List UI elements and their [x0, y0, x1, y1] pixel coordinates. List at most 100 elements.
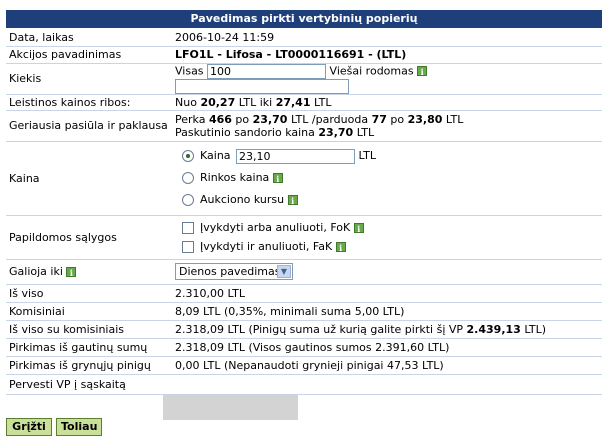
radio-limit-price[interactable] [182, 150, 194, 162]
row-transfer: Pervesti VP į sąskaitą [6, 374, 602, 395]
total-fee-text: 2.318,09 LTL (Pinigų suma už kurią galit… [175, 322, 464, 336]
qty-public-label: Viešai rodomas [329, 64, 414, 77]
row-best: Geriausia pasiūla ir paklausa Perka 466 … [6, 110, 602, 142]
limits-unit: LTL [238, 95, 257, 109]
valid-label: Galioja iki [9, 265, 63, 278]
row-from-cash: Pirkimas iš grynųjų pinigų 0,00 LTL (Nep… [6, 356, 602, 375]
info-icon[interactable]: i [353, 223, 364, 234]
row-valid: Galioja iki i Dienos pavedimas ▼ [6, 259, 602, 285]
cond-opt1-label: Įvykdyti arba anuliuoti, FoK [200, 221, 351, 234]
last-price-unit: LTL [356, 125, 375, 139]
qty-public-input[interactable] [175, 78, 349, 94]
qty-label: Kiekis [6, 63, 172, 95]
price-opt2-label: Rinkos kaina [200, 171, 270, 184]
qty-total-input[interactable] [207, 63, 327, 79]
best-sell-qty: 77 [371, 112, 387, 126]
from-received-value: 2.318,09 LTL (Visos gautinos sumos 2.391… [172, 338, 602, 357]
price-unit: LTL [358, 149, 376, 162]
back-button[interactable]: Grįžti [6, 418, 52, 436]
price-opt1-label: Kaina [200, 149, 231, 162]
last-price-value: 23,70 [318, 125, 354, 139]
valid-selected: Dienos pavedimas [179, 265, 281, 278]
radio-auction[interactable] [182, 194, 194, 206]
transfer-account-select[interactable] [163, 395, 298, 420]
valid-select[interactable]: Dienos pavedimas ▼ [175, 263, 293, 280]
transfer-label: Pervesti VP į sąskaitą [6, 374, 172, 395]
best-buy-price: 23,70 [252, 112, 288, 126]
row-conditions: Papildomos sąlygos Įvykdyti arba anuliuo… [6, 215, 602, 260]
cond-label: Papildomos sąlygos [6, 215, 172, 260]
from-cash-label: Pirkimas iš grynųjų pinigų [6, 356, 172, 375]
price-option-auction[interactable]: Aukciono kursu i [182, 189, 599, 211]
total-fee-max: 2.439,13 [466, 322, 521, 336]
row-price: Kaina Kaina LTL Rinkos kaina i Aukciono … [6, 141, 602, 216]
row-limits: Leistinos kainos ribos: Nuo 20,27 LTL ik… [6, 94, 602, 111]
price-option-limit[interactable]: Kaina LTL [182, 145, 599, 167]
qty-cell: Visas Viešai rodomas i [172, 63, 602, 95]
price-label: Kaina [6, 141, 172, 216]
cond-opt2-label: Įvykdyti ir anuliuoti, FaK [200, 240, 333, 253]
from-cash-value: 0,00 LTL (Nepanaudoti grynieji pinigai 4… [172, 356, 602, 375]
limits-prefix: Nuo [175, 95, 197, 109]
limits-value: Nuo 20,27 LTL iki 27,41 LTL [172, 94, 602, 111]
limits-max: 27,41 [275, 95, 311, 109]
limits-label: Leistinos kainos ribos: [6, 94, 172, 111]
best-po-2: po [390, 112, 405, 126]
next-button[interactable]: Toliau [56, 418, 102, 436]
checkbox-fak[interactable] [182, 241, 194, 253]
cond-option-fok[interactable]: Įvykdyti arba anuliuoti, FoK i [182, 218, 599, 237]
best-label: Geriausia pasiūla ir paklausa [6, 110, 172, 142]
date-value: 2006-10-24 11:59 [172, 29, 602, 47]
stock-label: Akcijos pavadinimas [6, 46, 172, 64]
info-icon[interactable]: i [272, 173, 283, 184]
info-icon[interactable]: i [66, 267, 77, 278]
row-from-received: Pirkimas iš gautinų sumų 2.318,09 LTL (V… [6, 338, 602, 357]
total-fee-unit: LTL) [524, 322, 547, 336]
valid-label-cell: Galioja iki i [6, 259, 172, 285]
price-option-market[interactable]: Rinkos kaina i [182, 167, 599, 189]
best-buy-text: Perka [175, 112, 206, 126]
price-opt3-label: Aukciono kursu [200, 193, 285, 206]
best-sell-price: 23,80 [407, 112, 443, 126]
row-qty: Kiekis Visas Viešai rodomas i [6, 63, 602, 95]
total-label: Iš viso [6, 284, 172, 303]
limits-min: 20,27 [200, 95, 236, 109]
transfer-cell [172, 374, 602, 395]
row-total-fee: Iš viso su komisiniais 2.318,09 LTL (Pin… [6, 320, 602, 339]
total-fee-label: Iš viso su komisiniais [6, 320, 172, 339]
valid-cell: Dienos pavedimas ▼ [172, 259, 602, 285]
limits-unit-2: LTL [313, 95, 332, 109]
fee-value: 8,09 LTL (0,35%, minimali suma 5,00 LTL) [172, 302, 602, 321]
page-title: Pavedimas pirkti vertybinių popierių [6, 10, 602, 28]
row-stock: Akcijos pavadinimas LFO1L - Lifosa - LT0… [6, 46, 602, 64]
info-icon[interactable]: i [335, 242, 346, 253]
best-unit: LTL [445, 112, 464, 126]
row-total: Iš viso 2.310,00 LTL [6, 284, 602, 303]
radio-market-price[interactable] [182, 172, 194, 184]
fee-label: Komisiniai [6, 302, 172, 321]
total-value: 2.310,00 LTL [172, 284, 602, 303]
stock-value: LFO1L - Lifosa - LT0000116691 - (LTL) [172, 46, 602, 64]
best-line-2: Paskutinio sandorio kaina 23,70 LTL [175, 126, 599, 139]
info-icon[interactable]: i [287, 195, 298, 206]
row-fee: Komisiniai 8,09 LTL (0,35%, minimali sum… [6, 302, 602, 321]
cond-option-fak[interactable]: Įvykdyti ir anuliuoti, FaK i [182, 237, 599, 256]
total-fee-value: 2.318,09 LTL (Pinigų suma už kurią galit… [172, 320, 602, 339]
row-date: Data, laikas 2006-10-24 11:59 [6, 29, 602, 47]
info-icon[interactable]: i [417, 66, 428, 77]
best-buy-qty: 466 [208, 112, 232, 126]
qty-total-label: Visas [175, 64, 204, 77]
best-sell-text: LTL /parduoda [290, 112, 369, 126]
chevron-down-icon[interactable]: ▼ [277, 265, 291, 278]
date-label: Data, laikas [6, 29, 172, 47]
best-value: Perka 466 po 23,70 LTL /parduoda 77 po 2… [172, 110, 602, 142]
limits-mid: iki [259, 95, 273, 109]
price-input[interactable] [236, 148, 356, 164]
order-form: Data, laikas 2006-10-24 11:59 Akcijos pa… [6, 29, 602, 395]
checkbox-fok[interactable] [182, 222, 194, 234]
cond-options: Įvykdyti arba anuliuoti, FoK i Įvykdyti … [172, 215, 602, 260]
best-line-1: Perka 466 po 23,70 LTL /parduoda 77 po 2… [175, 113, 599, 126]
last-price-label: Paskutinio sandorio kaina [175, 125, 315, 139]
price-options: Kaina LTL Rinkos kaina i Aukciono kursu … [172, 141, 602, 216]
best-po-1: po [235, 112, 250, 126]
